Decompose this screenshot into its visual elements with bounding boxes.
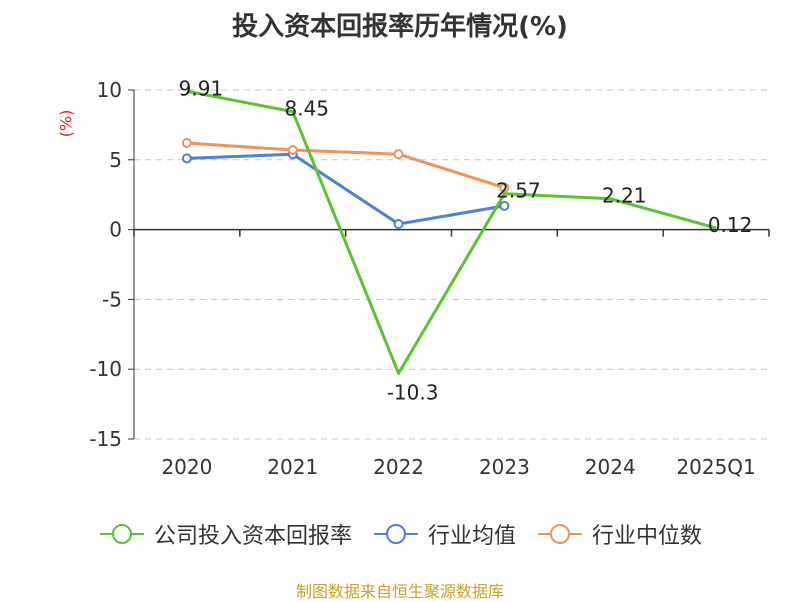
legend-label-industry-median: 行业中位数 xyxy=(592,524,703,549)
data-point[interactable] xyxy=(499,200,510,211)
legend-label-company: 公司投入资本回报率 xyxy=(153,524,352,549)
grid-lines xyxy=(134,89,769,440)
series-line xyxy=(186,152,505,226)
data-point[interactable] xyxy=(393,149,404,160)
y-tick-label: -15 xyxy=(89,427,122,451)
data-label: 0.12 xyxy=(708,213,753,237)
legend-label-industry-average: 行业均值 xyxy=(427,524,516,549)
y-tick-label: -5 xyxy=(102,287,122,311)
series-line xyxy=(186,141,505,190)
x-tick-label: 2025Q1 xyxy=(676,455,755,479)
legend-marker-industry-average xyxy=(373,524,418,544)
x-tick-label: 2023 xyxy=(479,455,530,479)
legend-marker-industry-median xyxy=(538,524,582,544)
data-label: 9.91 xyxy=(179,76,224,100)
data-label: 2.57 xyxy=(496,179,541,203)
y-tick-label: 10 xyxy=(97,78,122,102)
data-label: -10.3 xyxy=(387,380,439,404)
data-point[interactable] xyxy=(393,219,404,230)
data-point[interactable] xyxy=(287,145,298,156)
data-source-note: 制图数据来自恒生聚源数据库 xyxy=(295,582,504,601)
series-points xyxy=(181,138,510,230)
legend-marker-company xyxy=(99,524,144,544)
series-lines xyxy=(186,89,717,375)
series-line xyxy=(186,89,717,375)
legend-item-company[interactable]: 公司投入资本回报率 xyxy=(98,518,352,550)
legend-item-industry-average[interactable]: 行业均值 xyxy=(372,518,516,550)
chart-title: 投入资本回报率历年情况(%) xyxy=(232,12,568,42)
axes xyxy=(128,89,770,440)
y-tick-label: -10 xyxy=(89,357,122,381)
y-tick-label: 0 xyxy=(109,218,122,242)
x-tick-label: 2024 xyxy=(585,455,636,479)
data-point[interactable] xyxy=(181,138,192,149)
x-tick-label: 2022 xyxy=(373,455,424,479)
data-label: 2.21 xyxy=(602,184,647,208)
x-tick-label: 2021 xyxy=(267,455,318,479)
data-label: 8.45 xyxy=(284,97,329,121)
data-labels: 9.91 8.45 -10.3 2.57 2.21 0.12 xyxy=(179,76,753,404)
x-tick-label: 2020 xyxy=(161,455,212,479)
data-point[interactable] xyxy=(181,153,192,164)
legend-item-industry-median[interactable]: 行业中位数 xyxy=(536,518,702,550)
legend: 公司投入资本回报率 行业均值 行业中位数 xyxy=(0,518,800,550)
data-point[interactable] xyxy=(499,182,510,193)
y-tick-label: 5 xyxy=(109,148,122,172)
tick-labels: 10 5 0 -5 -10 -15 2020 2021 2022 2023 2024 2025Q1 xyxy=(89,78,755,479)
